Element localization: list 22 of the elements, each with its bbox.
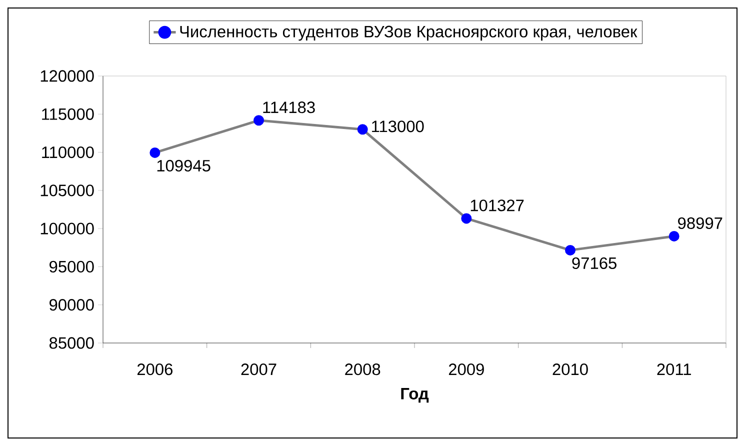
y-tick-label: 105000	[40, 184, 94, 196]
x-tick-label: 2007	[241, 364, 276, 376]
data-label: 98997	[678, 217, 722, 230]
legend-label: Численность студентов ВУЗов Красноярского края, человек	[180, 26, 638, 41]
y-tick-label: 95000	[50, 260, 94, 273]
y-tick-label: 100000	[40, 222, 94, 234]
data-label: 97165	[572, 257, 616, 270]
data-label: 113000	[372, 120, 424, 132]
y-tick-label: 115000	[42, 108, 94, 120]
x-tick-label: 2011	[657, 364, 691, 376]
x-tick-label: 2008	[345, 364, 380, 376]
x-axis-title: Год	[401, 388, 429, 403]
x-tick-label: 2010	[552, 364, 588, 376]
y-tick-label: 110000	[42, 146, 94, 158]
x-tick-label: 2009	[448, 364, 484, 376]
y-tick-label: 120000	[40, 70, 94, 82]
data-label: 101327	[470, 200, 524, 212]
data-label: 114183	[263, 102, 315, 114]
data-label: 109945	[157, 160, 210, 172]
y-tick-label: 85000	[49, 337, 94, 349]
y-tick-label: 90000	[50, 299, 94, 311]
x-tick-label: 2006	[137, 364, 172, 376]
